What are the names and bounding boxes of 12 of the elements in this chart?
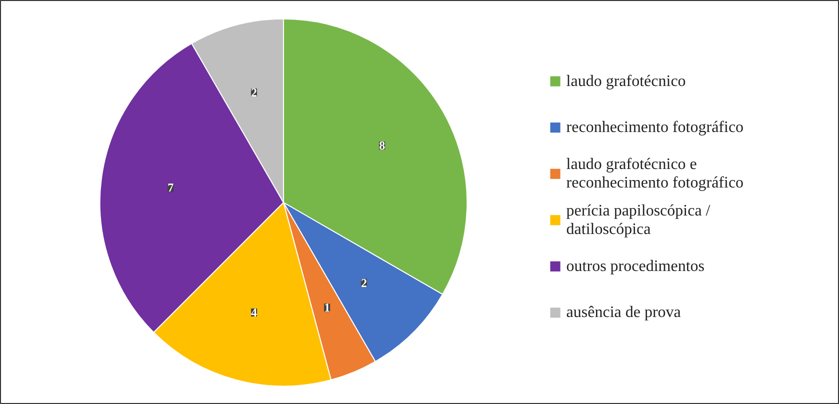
data-label: 7 <box>168 180 174 195</box>
data-label: 2 <box>361 276 368 290</box>
legend-label: ausência de prova <box>566 304 681 322</box>
legend-label: perícia papiloscópica / datiloscópica <box>566 202 711 238</box>
data-label: 8 <box>379 138 386 153</box>
legend-label: reconhecimento fotográfico <box>566 119 744 136</box>
data-label: 4 <box>251 305 258 320</box>
legend-label: outros procedimentos <box>566 258 705 275</box>
data-label: 2 <box>251 86 258 100</box>
legend-label: laudo grafotécnico e reconhecimento fotográfico <box>566 156 744 192</box>
legend-label: laudo grafotécnico <box>566 72 686 90</box>
data-label: 1 <box>324 300 330 315</box>
